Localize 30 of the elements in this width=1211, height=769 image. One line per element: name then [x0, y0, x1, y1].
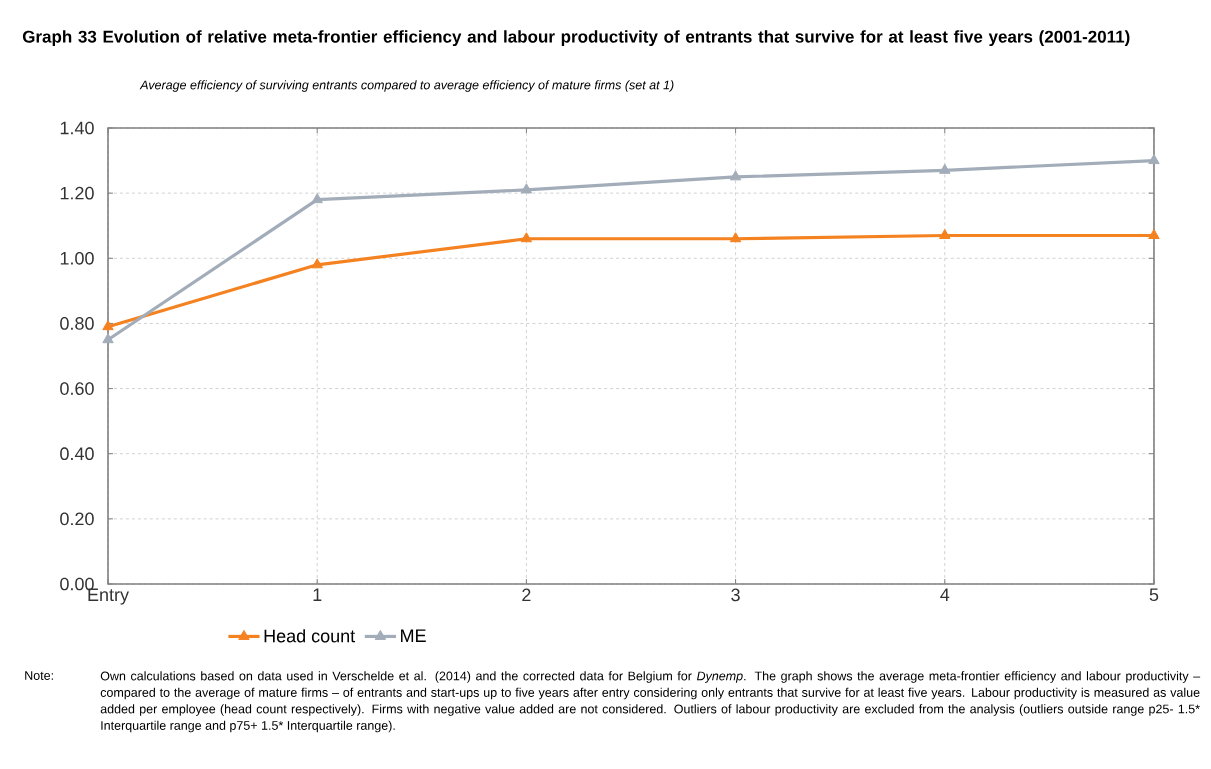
point	[1148, 228, 1160, 239]
chart-title: Graph 33 Evolution of relative meta-frontier efficiency and labour productivity of entrants that survive for at least five years (2001-2011)	[22, 30, 1130, 47]
point	[729, 170, 742, 181]
point	[102, 333, 114, 344]
legend-label: Head count	[264, 629, 356, 643]
point	[520, 232, 533, 243]
text: Own calculations based on data used in Verschelde et al. (2014) and the corrected data for Belgium for Dynemp. The graph shows the average meta-frontier efficiency and labour productivity – compared to the average of mature firms – of entrants and start-ups up to five years after entry considering only entrants that survive for at least five years. Labour productivity is measured as value added per employee (head count respectively). Firms with negative value added are not considered. Outliers of labour productivity are excluded from the analysis (outliers outside range p25- 1.5* Interquartile range and p75+ 1.5* Interquartile range).	[100, 671, 1201, 733]
y-tick-label: 1.40	[60, 121, 94, 135]
x-tick-label: 1	[313, 588, 322, 601]
point	[520, 183, 533, 194]
point	[939, 163, 951, 174]
x-tick-label: 2	[522, 588, 531, 602]
y-tick-label: 0.20	[60, 512, 94, 526]
point	[1148, 154, 1160, 165]
y-tick-label: 1.20	[60, 186, 94, 200]
chart-subtitle: Average efficiency of surviving entrants compared to average efficiency of mature firms (set at 1)	[139, 80, 674, 92]
text: Note:	[25, 671, 53, 680]
point	[311, 258, 323, 269]
y-tick-label: 1.00	[60, 251, 94, 265]
point	[729, 232, 742, 243]
legend-label: ME	[401, 629, 426, 642]
point	[102, 320, 114, 331]
y-tick-label: 0.40	[60, 447, 94, 461]
x-tick-label: 3	[731, 588, 740, 602]
y-tick-label: 0.80	[60, 317, 94, 330]
x-tick-label: 5	[1149, 588, 1159, 602]
point	[939, 228, 951, 239]
y-tick-label: 0.60	[60, 382, 94, 395]
x-tick-label: 4	[940, 588, 950, 601]
point	[311, 193, 323, 204]
